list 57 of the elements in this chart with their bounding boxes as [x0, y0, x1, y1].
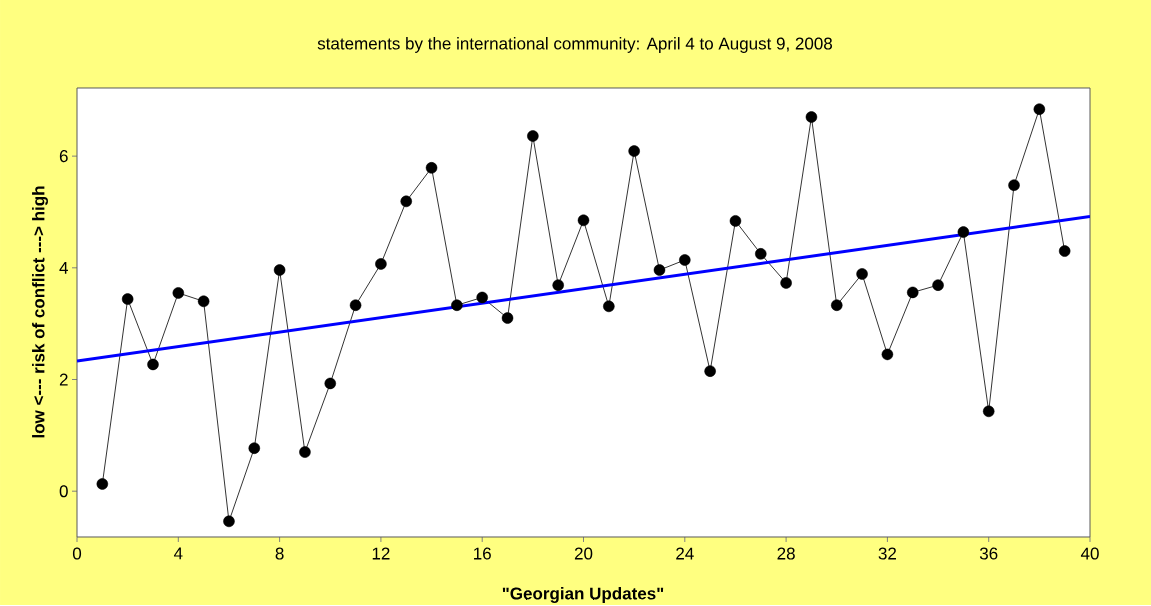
x-tick-label: 16 [474, 547, 491, 560]
point [375, 258, 387, 270]
point [349, 299, 362, 311]
y-tick-label: 2 [59, 373, 68, 386]
point [957, 226, 970, 238]
x-tick-label: 32 [878, 547, 896, 560]
point [248, 442, 261, 454]
point [400, 195, 412, 207]
x-tick-label: 20 [574, 547, 593, 560]
y-tick-label: 4 [59, 261, 68, 274]
point [1033, 103, 1046, 115]
y-tick-label: 0 [59, 485, 68, 498]
point [805, 111, 818, 123]
x-tick-label: 8 [275, 547, 284, 560]
point [628, 145, 640, 157]
x-tick-label: 40 [1080, 547, 1099, 560]
point [755, 247, 767, 260]
point [881, 348, 894, 360]
point [982, 405, 995, 417]
point [856, 268, 868, 280]
point [552, 279, 564, 291]
point [299, 446, 311, 458]
point [527, 130, 539, 142]
chart-title: statements by the international community: April 4 to August 9, 2008 [317, 36, 833, 53]
point [425, 161, 438, 174]
point [451, 299, 463, 311]
point [603, 300, 615, 312]
point [653, 264, 666, 276]
point [780, 277, 792, 289]
point [729, 215, 742, 227]
point [121, 293, 134, 305]
point [704, 365, 716, 377]
point [501, 312, 514, 324]
point [577, 214, 590, 226]
point [324, 377, 337, 390]
point [1058, 245, 1071, 257]
point [831, 299, 843, 311]
point [906, 286, 919, 298]
point [273, 264, 286, 276]
point [197, 295, 210, 307]
y-axis-title: low <--- risk of conflict ---> high [32, 186, 48, 438]
point [172, 287, 185, 299]
point [1008, 179, 1020, 191]
y-tick-label: 6 [59, 149, 68, 163]
point [932, 279, 944, 291]
x-axis-title: "Georgian Updates" [502, 586, 664, 603]
point [96, 478, 109, 490]
x-tick-label: 36 [979, 547, 998, 560]
x-tick-label: 28 [777, 547, 795, 560]
x-tick-label: 0 [72, 547, 82, 560]
x-tick-label: 4 [173, 547, 183, 560]
point [223, 515, 235, 527]
point [679, 254, 691, 266]
x-tick-label: 12 [372, 547, 390, 560]
x-tick-label: 24 [676, 547, 694, 560]
point [476, 291, 488, 304]
point [147, 358, 159, 371]
